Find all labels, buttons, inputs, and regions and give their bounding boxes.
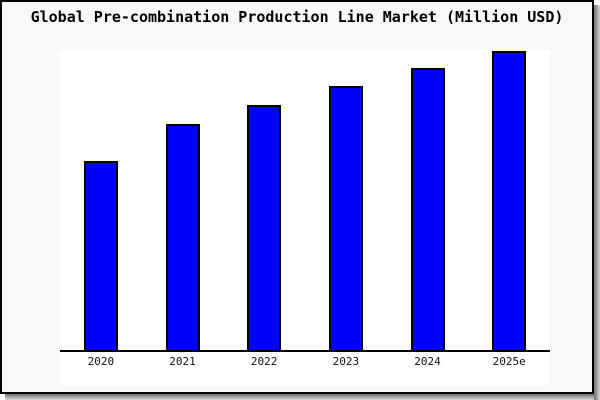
bar-2025e bbox=[492, 51, 527, 350]
frame-shadow-right bbox=[594, 5, 600, 400]
bar-2023 bbox=[328, 86, 363, 350]
bars-row bbox=[60, 50, 550, 350]
x-tick-label-2020: 2020 bbox=[87, 355, 115, 368]
chart-frame: Global Pre-combination Production Line M… bbox=[0, 0, 594, 394]
bar-slot bbox=[468, 51, 550, 350]
x-tick-label-2024: 2024 bbox=[414, 355, 441, 368]
x-tick-label-2023: 2023 bbox=[332, 355, 360, 368]
x-tick-label-2021: 2021 bbox=[169, 355, 196, 368]
bar-slot bbox=[223, 105, 305, 350]
x-tick-label-2022: 2022 bbox=[250, 355, 278, 368]
bar-slot bbox=[60, 161, 142, 350]
bar-slot bbox=[387, 68, 469, 350]
bar-2022 bbox=[247, 105, 282, 350]
bar-2024 bbox=[410, 68, 445, 350]
frame-shadow-bottom bbox=[5, 394, 594, 400]
bar-2021 bbox=[165, 124, 200, 350]
x-axis-labels: 2020 2021 2022 2023 2024 2025e bbox=[60, 355, 550, 368]
bar-slot bbox=[142, 124, 224, 350]
x-tick-label-2025e: 2025e bbox=[492, 355, 526, 368]
chart-title: Global Pre-combination Production Line M… bbox=[30, 8, 564, 26]
bar-2020 bbox=[83, 161, 118, 350]
x-axis-line bbox=[60, 350, 550, 352]
bar-slot bbox=[305, 86, 387, 350]
